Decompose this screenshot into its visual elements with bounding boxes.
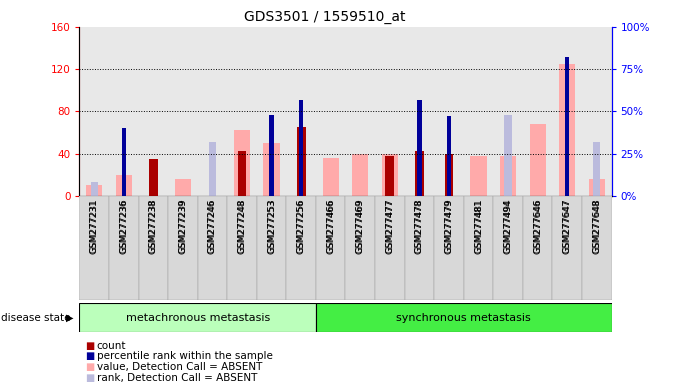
Text: GSM277253: GSM277253 [267, 198, 276, 253]
Bar [79, 196, 109, 300]
Bar [234, 131, 250, 196]
Text: percentile rank within the sample: percentile rank within the sample [97, 351, 273, 361]
Text: GSM277246: GSM277246 [208, 198, 217, 253]
Text: GSM277477: GSM277477 [386, 199, 395, 254]
Text: GSM277646: GSM277646 [533, 198, 542, 253]
Bar [209, 142, 216, 196]
Text: disease state: disease state [1, 313, 71, 323]
Bar [139, 196, 168, 300]
Bar [471, 156, 486, 196]
Text: GSM277236: GSM277236 [120, 198, 129, 253]
Text: GSM277253: GSM277253 [267, 199, 276, 254]
Text: GSM277238: GSM277238 [149, 199, 158, 254]
Bar [299, 99, 303, 196]
Bar [296, 127, 305, 196]
Bar [316, 303, 612, 332]
Text: GSM277481: GSM277481 [474, 199, 483, 254]
Text: GSM277246: GSM277246 [208, 199, 217, 253]
Bar [589, 179, 605, 196]
Text: ■: ■ [85, 373, 95, 383]
Text: GSM277248: GSM277248 [238, 199, 247, 253]
Text: GSM277478: GSM277478 [415, 198, 424, 253]
Bar [109, 196, 139, 300]
Text: ■: ■ [85, 362, 95, 372]
Text: GSM277647: GSM277647 [562, 199, 571, 254]
Bar [415, 152, 424, 196]
Text: GSM277647: GSM277647 [562, 198, 571, 253]
Text: rank, Detection Call = ABSENT: rank, Detection Call = ABSENT [97, 373, 257, 383]
Text: GSM277238: GSM277238 [149, 198, 158, 253]
Text: GSM277648: GSM277648 [592, 199, 601, 254]
Text: GSM277466: GSM277466 [326, 198, 335, 253]
Text: GSM277469: GSM277469 [356, 199, 365, 254]
Text: GSM277231: GSM277231 [90, 199, 99, 254]
Text: GSM277256: GSM277256 [296, 198, 305, 253]
Bar [91, 182, 98, 196]
Bar [493, 196, 523, 300]
Bar [227, 196, 257, 300]
Text: GSM277494: GSM277494 [504, 198, 513, 253]
Bar [149, 159, 158, 196]
Bar [559, 64, 576, 196]
Bar [523, 196, 552, 300]
Text: GSM277239: GSM277239 [178, 199, 187, 254]
Bar [269, 115, 274, 196]
Text: GDS3501 / 1559510_at: GDS3501 / 1559510_at [244, 10, 406, 23]
Bar [500, 156, 516, 196]
Bar [86, 185, 102, 196]
Bar [565, 57, 569, 196]
Bar [582, 196, 612, 300]
Text: GSM277477: GSM277477 [386, 198, 395, 253]
Bar [352, 154, 368, 196]
Text: count: count [97, 341, 126, 351]
Bar [593, 142, 600, 196]
Bar [464, 196, 493, 300]
Text: value, Detection Call = ABSENT: value, Detection Call = ABSENT [97, 362, 262, 372]
Bar [257, 196, 286, 300]
Bar [323, 158, 339, 196]
Bar [405, 196, 434, 300]
Bar [198, 196, 227, 300]
Bar [263, 143, 280, 196]
Text: GSM277648: GSM277648 [592, 198, 601, 253]
Text: GSM277466: GSM277466 [326, 199, 335, 254]
Bar [381, 154, 398, 196]
Text: GSM277479: GSM277479 [444, 199, 453, 254]
Bar [504, 115, 512, 196]
Bar [79, 303, 316, 332]
Text: GSM277479: GSM277479 [444, 198, 453, 253]
Bar [175, 179, 191, 196]
Text: GSM277494: GSM277494 [504, 199, 513, 253]
Bar [286, 196, 316, 300]
Text: ■: ■ [85, 351, 95, 361]
Bar [529, 124, 546, 196]
Bar [346, 196, 375, 300]
Text: GSM277256: GSM277256 [296, 199, 305, 254]
Text: ▶: ▶ [66, 313, 74, 323]
Bar [447, 116, 451, 196]
Bar [552, 196, 582, 300]
Text: GSM277236: GSM277236 [120, 199, 129, 254]
Bar [434, 196, 464, 300]
Bar [168, 196, 198, 300]
Bar [375, 196, 405, 300]
Bar [238, 152, 247, 196]
Text: ■: ■ [85, 341, 95, 351]
Text: GSM277469: GSM277469 [356, 198, 365, 253]
Bar [386, 156, 395, 196]
Text: GSM277478: GSM277478 [415, 199, 424, 254]
Text: GSM277239: GSM277239 [178, 198, 187, 253]
Bar [122, 128, 126, 196]
Text: GSM277248: GSM277248 [238, 198, 247, 253]
Bar [316, 196, 346, 300]
Bar [444, 154, 453, 196]
Text: GSM277646: GSM277646 [533, 199, 542, 254]
Text: GSM277231: GSM277231 [90, 198, 99, 253]
Text: synchronous metastasis: synchronous metastasis [397, 313, 531, 323]
Bar [417, 99, 422, 196]
Bar [115, 175, 132, 196]
Text: metachronous metastasis: metachronous metastasis [126, 313, 269, 323]
Text: GSM277481: GSM277481 [474, 198, 483, 253]
